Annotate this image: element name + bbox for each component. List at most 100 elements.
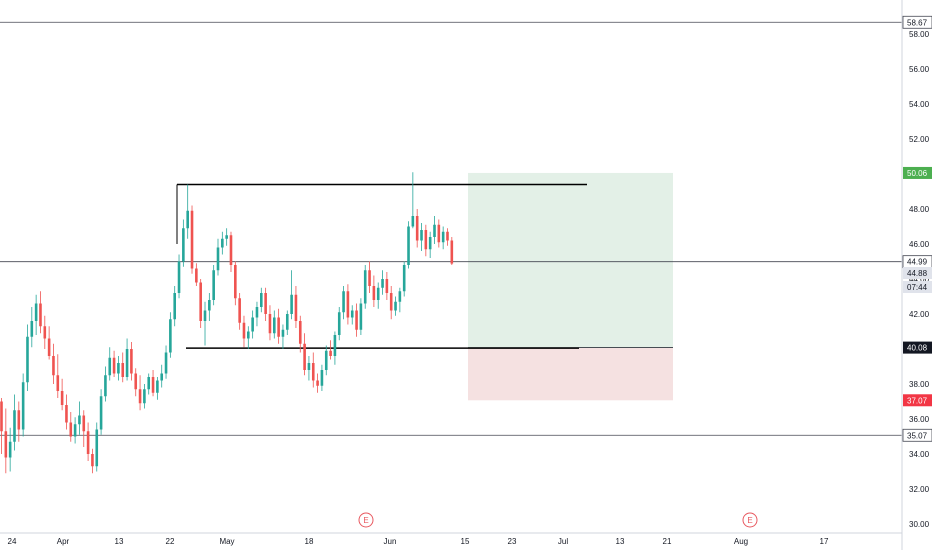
candle xyxy=(363,265,367,309)
candle-body xyxy=(160,373,164,381)
candle-body xyxy=(134,373,138,390)
candle xyxy=(337,307,341,341)
time-tick-label: Jun xyxy=(384,537,397,546)
level-badge-bottom-bg xyxy=(903,429,932,442)
candle-body xyxy=(195,268,198,283)
price-tick-label: 48.00 xyxy=(909,205,930,214)
time-tick-label: 15 xyxy=(461,537,470,546)
candle-body xyxy=(376,287,380,300)
candle xyxy=(420,223,423,251)
candle xyxy=(121,352,125,383)
stop-price-badge: 37.07 xyxy=(903,394,932,407)
candle xyxy=(225,228,228,246)
candle xyxy=(359,298,363,335)
level-badge-mid-bg xyxy=(903,255,932,268)
candle-body xyxy=(125,349,129,377)
level-badge-mid: 44.99 xyxy=(903,255,932,268)
candle-body xyxy=(56,375,60,391)
earnings-event-marker[interactable]: E xyxy=(742,512,758,528)
last-price-badge-text: 44.88 xyxy=(907,269,928,278)
candle-body xyxy=(247,331,250,339)
candle xyxy=(21,373,25,437)
candle xyxy=(125,338,129,381)
candle xyxy=(164,345,168,379)
candle xyxy=(190,205,194,274)
candle-body xyxy=(424,230,428,250)
loss-zone[interactable] xyxy=(468,347,673,401)
candle-body xyxy=(320,370,324,386)
price-tick-label: 44.00 xyxy=(909,275,930,284)
candle xyxy=(272,310,276,339)
candle xyxy=(350,305,354,325)
candle-body xyxy=(411,216,415,227)
candle xyxy=(13,394,16,451)
time-tick-label: Aug xyxy=(734,537,748,546)
earnings-event-circle xyxy=(358,512,374,528)
time-tick-label: 23 xyxy=(508,537,517,546)
candle xyxy=(186,184,189,239)
range-box[interactable] xyxy=(176,183,587,349)
candle xyxy=(446,228,449,246)
time-tick-label: 17 xyxy=(820,537,829,546)
candle xyxy=(415,209,419,248)
candle-body xyxy=(121,363,125,377)
earnings-event-marker[interactable]: E xyxy=(358,512,374,528)
candle-body xyxy=(324,350,328,370)
candle xyxy=(333,331,337,365)
candle xyxy=(407,221,410,269)
candle xyxy=(0,398,3,454)
profit-zone[interactable] xyxy=(468,172,673,348)
candle xyxy=(143,384,146,409)
candle-body xyxy=(359,303,363,330)
candle-body xyxy=(190,210,194,269)
candle xyxy=(216,238,220,276)
stop-price-badge-bg xyxy=(903,394,932,407)
candle-body xyxy=(43,326,47,339)
candle-body xyxy=(329,350,332,356)
candle-body xyxy=(69,422,73,437)
price-badges: 58.67 44.99 35.07 44.88 07:44 50.06 40.08 37.07 xyxy=(902,15,932,442)
candle-body xyxy=(437,224,441,243)
candle-body xyxy=(177,261,181,293)
price-tick-label: 42.00 xyxy=(909,310,930,319)
candle xyxy=(260,287,263,313)
candle-body xyxy=(164,352,168,374)
candle-body xyxy=(407,226,410,265)
candle-body xyxy=(30,321,34,337)
candle-body xyxy=(260,293,263,307)
candle xyxy=(151,370,155,397)
candle xyxy=(130,342,133,381)
price-tick-label: 30.00 xyxy=(909,520,930,529)
candle xyxy=(134,368,138,397)
candle xyxy=(234,261,237,306)
candle-body xyxy=(277,317,280,337)
candle-body xyxy=(82,415,86,432)
candle-body xyxy=(264,293,267,314)
candle-body xyxy=(0,401,3,432)
candle-body xyxy=(389,293,393,311)
candle xyxy=(212,265,215,306)
earnings-event-label: E xyxy=(363,516,368,525)
candle xyxy=(298,315,302,353)
candle-body xyxy=(104,375,107,397)
time-axis[interactable]: 24 Apr 13 22 May 18 Jun 15 23 Jul 13 21 Aug 17 xyxy=(0,532,902,546)
candle xyxy=(285,310,289,335)
candle-body xyxy=(346,291,350,318)
candle-body xyxy=(117,363,120,374)
candle xyxy=(394,296,397,316)
candle-body xyxy=(225,235,228,239)
candle-body xyxy=(303,343,306,370)
candle-body xyxy=(415,216,419,241)
candle xyxy=(402,261,406,297)
target-price-badge-bg xyxy=(903,166,932,179)
candle xyxy=(169,312,172,358)
candle xyxy=(381,270,384,295)
candle-body xyxy=(21,382,25,430)
candle-body xyxy=(78,415,81,425)
candle-body xyxy=(52,356,55,376)
candle-body xyxy=(333,335,337,356)
target-price-badge: 50.06 xyxy=(903,166,932,179)
candle xyxy=(69,412,73,442)
